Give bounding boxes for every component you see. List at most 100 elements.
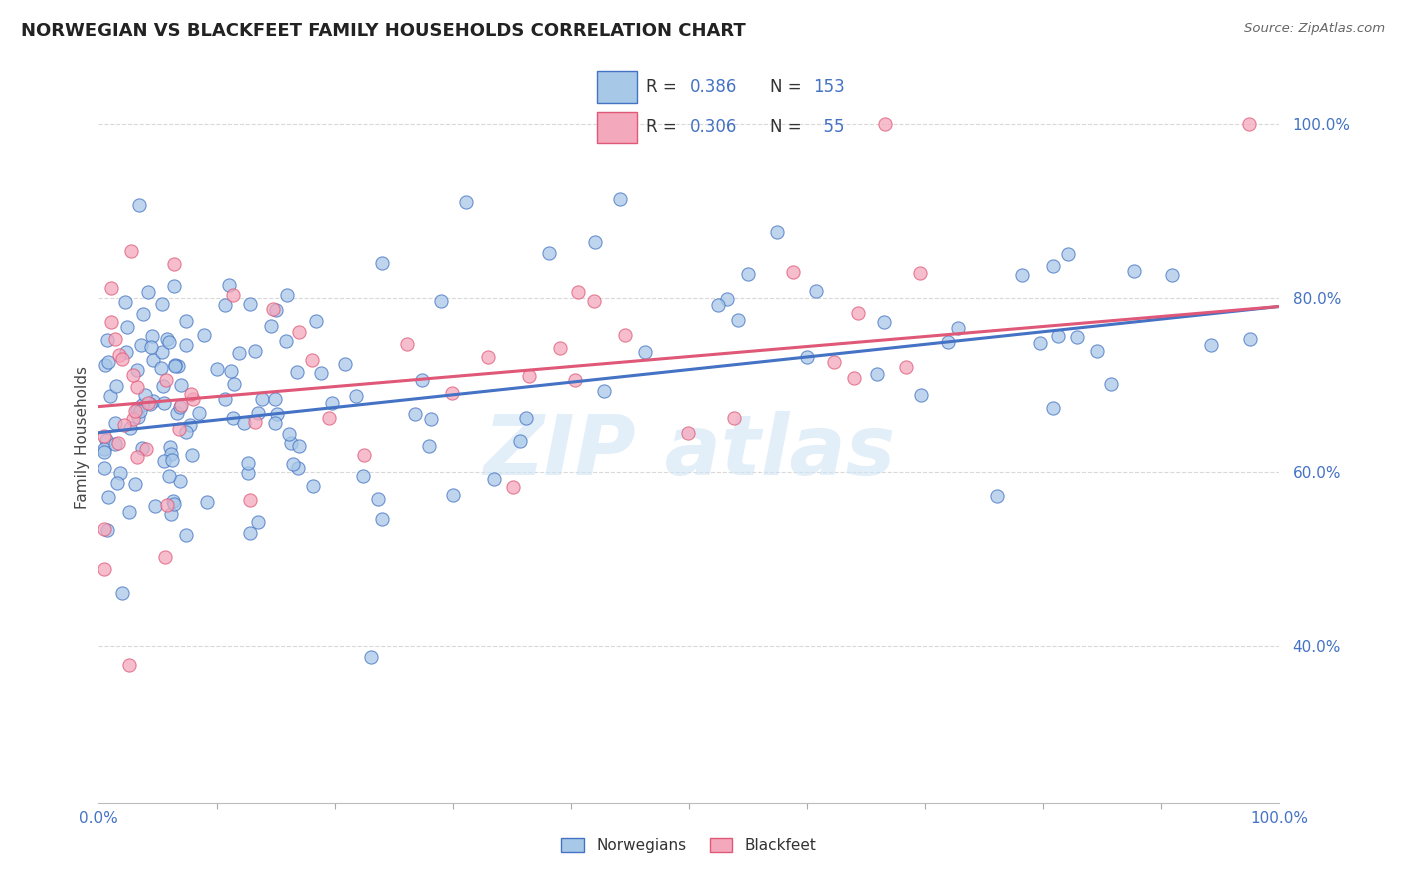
Point xyxy=(441,488,464,502)
Point xyxy=(150,297,173,311)
Point xyxy=(352,469,374,483)
Point xyxy=(1047,329,1070,343)
Point xyxy=(128,198,150,212)
Point xyxy=(285,365,308,379)
Point xyxy=(239,297,262,311)
Point xyxy=(583,235,606,249)
Point xyxy=(155,498,177,512)
Point xyxy=(93,444,115,458)
Point xyxy=(121,368,143,383)
Point xyxy=(181,392,204,407)
Point xyxy=(143,500,166,514)
Point xyxy=(169,378,191,392)
Point xyxy=(281,457,304,471)
Point xyxy=(896,359,918,374)
Point xyxy=(219,364,242,378)
Point xyxy=(908,266,931,280)
Point xyxy=(484,472,506,486)
Point xyxy=(127,409,149,424)
Point xyxy=(430,293,453,308)
Point xyxy=(873,117,896,131)
Point xyxy=(419,411,441,425)
Point xyxy=(193,327,215,342)
Point xyxy=(98,389,121,403)
Point xyxy=(866,367,889,381)
Point xyxy=(124,477,146,491)
Point xyxy=(260,319,283,334)
Point xyxy=(1028,335,1050,350)
Point xyxy=(910,388,932,402)
Text: N =: N = xyxy=(770,78,807,95)
Point xyxy=(120,420,142,434)
Legend: Norwegians, Blackfeet: Norwegians, Blackfeet xyxy=(554,830,824,861)
Point xyxy=(302,479,325,493)
Text: 0.306: 0.306 xyxy=(689,118,737,136)
Point xyxy=(112,418,135,433)
Point xyxy=(187,406,209,420)
Point xyxy=(411,374,433,388)
Point xyxy=(370,512,392,526)
Point xyxy=(517,369,540,384)
Point xyxy=(1042,259,1064,273)
Point xyxy=(141,340,163,354)
Point xyxy=(238,467,260,481)
Point xyxy=(986,489,1008,503)
Point xyxy=(301,353,323,368)
Point xyxy=(165,358,187,372)
Point xyxy=(236,456,259,470)
Point xyxy=(266,407,288,421)
Point xyxy=(454,194,477,209)
Point xyxy=(207,361,229,376)
Point xyxy=(174,527,197,541)
Point xyxy=(127,380,149,394)
Point xyxy=(96,434,118,448)
Point xyxy=(157,335,180,350)
Point xyxy=(94,358,117,372)
Point xyxy=(583,294,606,309)
Point xyxy=(239,525,262,540)
Point xyxy=(222,410,245,425)
Point xyxy=(104,416,127,430)
Point xyxy=(367,491,389,506)
Point xyxy=(782,265,804,279)
Point xyxy=(502,480,524,494)
Point xyxy=(111,586,134,600)
Point xyxy=(239,493,262,508)
Point xyxy=(321,395,343,409)
Point xyxy=(218,277,240,292)
Text: Source: ZipAtlas.com: Source: ZipAtlas.com xyxy=(1244,22,1385,36)
Text: 55: 55 xyxy=(813,118,845,136)
Point xyxy=(609,192,631,206)
Point xyxy=(266,302,288,317)
Point xyxy=(169,400,191,414)
Point xyxy=(1085,343,1108,358)
Point xyxy=(125,363,148,377)
Point xyxy=(538,245,561,260)
Point xyxy=(678,425,700,440)
Point xyxy=(136,285,159,299)
Point xyxy=(277,427,299,442)
Point xyxy=(288,325,311,339)
Point xyxy=(846,306,869,320)
Point xyxy=(287,439,309,453)
Point xyxy=(333,357,356,371)
Point xyxy=(1099,376,1122,391)
Point xyxy=(371,255,394,269)
Point xyxy=(174,338,197,352)
Point xyxy=(264,392,287,406)
Point xyxy=(125,402,148,417)
Point xyxy=(737,267,759,281)
Point xyxy=(509,434,531,448)
Point xyxy=(796,351,818,365)
Point xyxy=(134,388,156,402)
Point xyxy=(842,370,865,384)
Y-axis label: Family Households: Family Households xyxy=(75,366,90,508)
Point xyxy=(280,436,302,450)
Bar xyxy=(596,112,637,143)
Point xyxy=(104,332,127,346)
Point xyxy=(723,411,745,425)
Point xyxy=(160,453,183,467)
Point xyxy=(174,425,197,440)
Point xyxy=(124,403,146,417)
Point xyxy=(1239,332,1261,346)
